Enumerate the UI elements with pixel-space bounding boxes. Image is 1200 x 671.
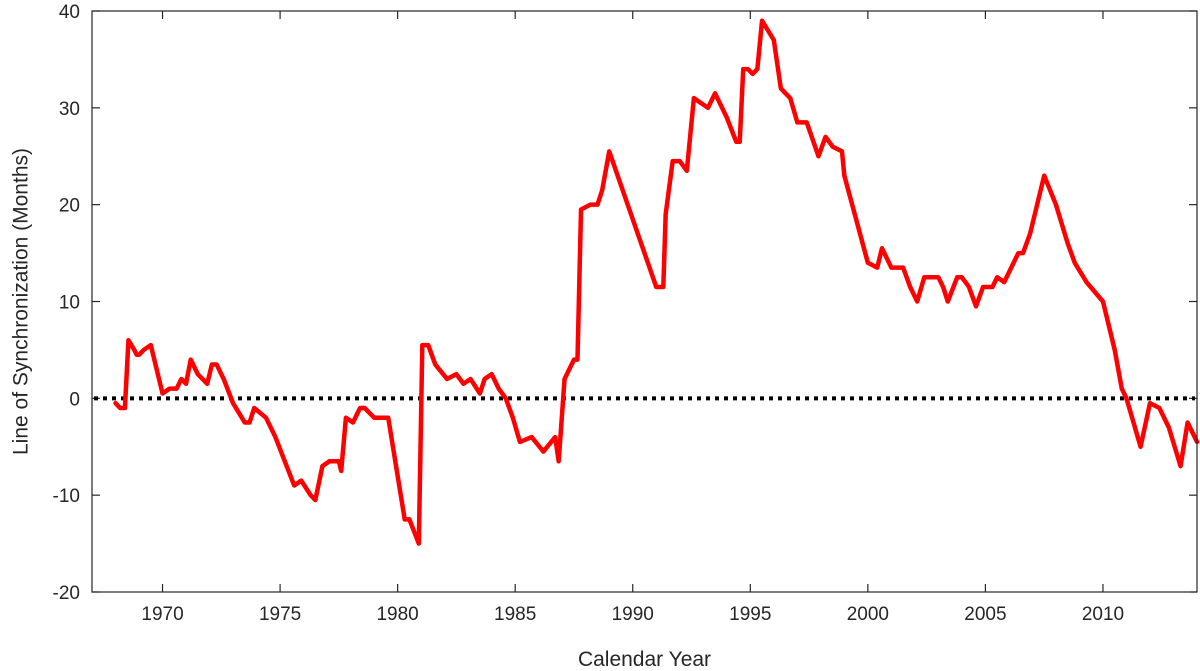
x-tick-label-1975: 1975 — [259, 604, 301, 625]
x-tick-label-1995: 1995 — [729, 604, 771, 625]
tick-marks — [92, 10, 1197, 593]
x-tick-label-1990: 1990 — [612, 604, 654, 625]
y-tick-label-10: 10 — [59, 293, 80, 314]
x-axis-label: Calendar Year — [578, 648, 711, 671]
tick-labels: 1970 1975 1980 1985 1990 1995 2000 2005 2010-20-… — [53, 2, 1125, 625]
x-tick-label-2010: 2010 — [1082, 604, 1124, 625]
y-tick-label-20: 20 — [59, 196, 80, 217]
x-tick-label-2005: 2005 — [964, 604, 1006, 625]
x-tick-label-2000: 2000 — [847, 604, 889, 625]
x-tick-label-1985: 1985 — [494, 604, 536, 625]
y-tick-label-0: 0 — [69, 389, 80, 410]
y-axis-label: Line of Synchronization (Months) — [10, 148, 33, 455]
x-tick-label-1980: 1980 — [376, 604, 418, 625]
y-tick-label-40: 40 — [59, 2, 80, 23]
series-line — [113, 18, 1200, 546]
x-tick-label-1970: 1970 — [141, 604, 183, 625]
plot-area-frame — [91, 10, 1198, 593]
y-tick-label-30: 30 — [59, 99, 80, 120]
y-tick-label--10: -10 — [53, 486, 80, 507]
y-tick-label--20: -20 — [53, 583, 80, 604]
